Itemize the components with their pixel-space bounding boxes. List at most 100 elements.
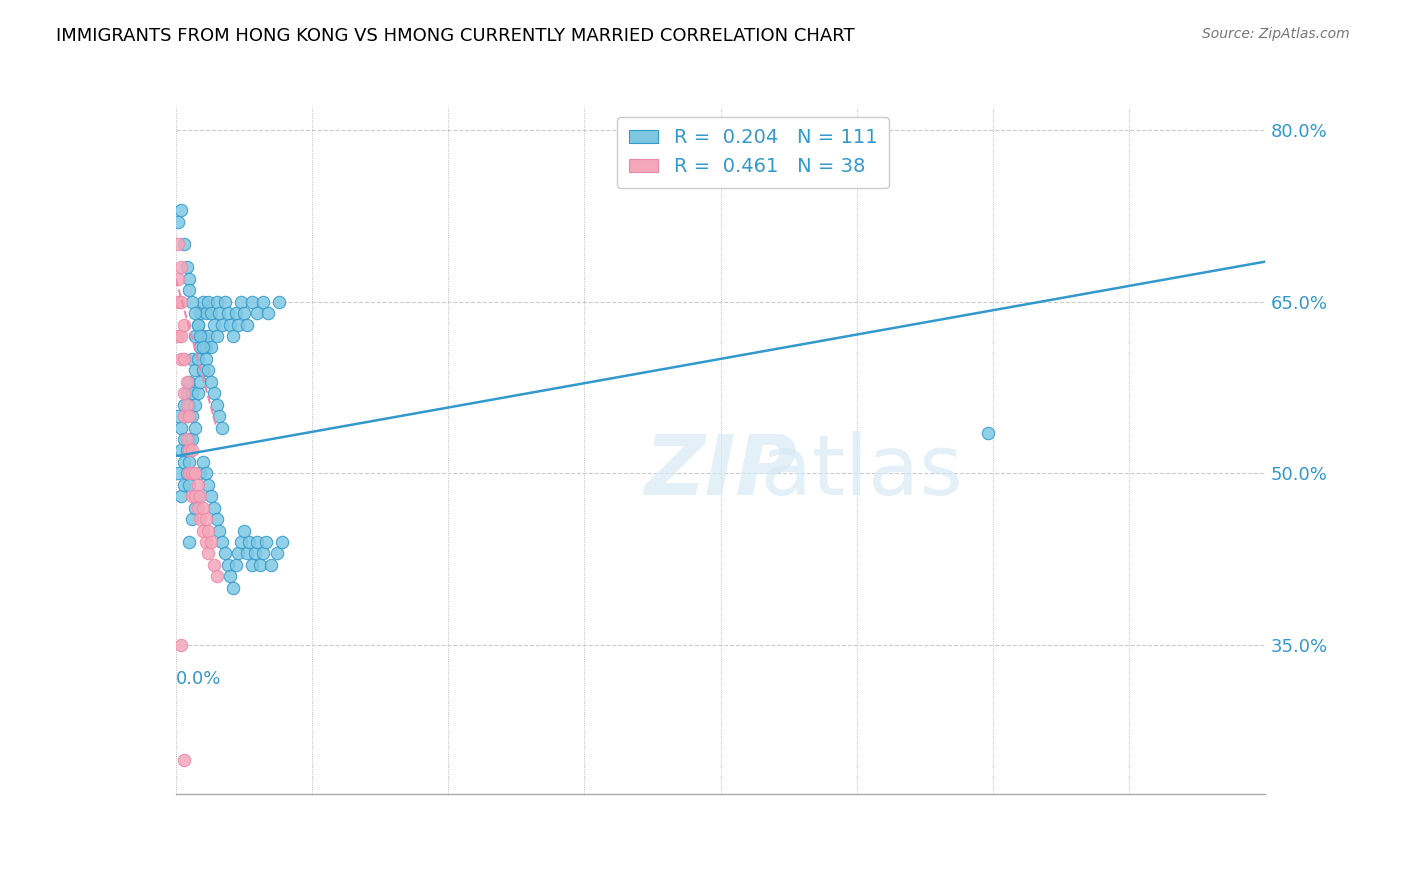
Point <box>214 546 236 561</box>
Point <box>191 524 214 538</box>
Point <box>173 455 195 469</box>
Point <box>173 478 195 492</box>
Point <box>225 306 247 320</box>
Point <box>186 500 209 515</box>
Point <box>179 455 201 469</box>
Point <box>186 478 209 492</box>
Point <box>173 318 195 332</box>
Point <box>176 467 198 481</box>
Point <box>191 294 214 309</box>
Point <box>200 535 222 549</box>
Point <box>205 329 228 343</box>
Point <box>191 340 214 354</box>
Point <box>181 409 204 424</box>
Point <box>188 329 211 343</box>
Point <box>269 294 291 309</box>
Point <box>197 294 219 309</box>
Point <box>179 283 201 297</box>
Point <box>167 294 190 309</box>
Point <box>254 535 277 549</box>
Point <box>184 489 207 503</box>
Point <box>184 329 207 343</box>
Point <box>181 443 204 458</box>
Point <box>186 386 209 401</box>
Point <box>179 432 201 446</box>
Point <box>181 467 204 481</box>
Point <box>179 478 201 492</box>
Point <box>266 546 288 561</box>
Text: Source: ZipAtlas.com: Source: ZipAtlas.com <box>1202 27 1350 41</box>
Point <box>211 318 233 332</box>
Point <box>176 398 198 412</box>
Point <box>197 363 219 377</box>
Point <box>232 524 254 538</box>
Point <box>243 546 266 561</box>
Point <box>197 546 219 561</box>
Point <box>217 558 239 572</box>
Point <box>188 489 211 503</box>
Point <box>184 363 207 377</box>
Point <box>170 203 193 218</box>
Point <box>173 237 195 252</box>
Point <box>170 329 193 343</box>
Point <box>179 375 201 389</box>
Point <box>170 638 193 652</box>
Point <box>173 753 195 767</box>
Point <box>194 340 217 354</box>
Point <box>176 375 198 389</box>
Point <box>191 329 214 343</box>
Point <box>179 271 201 285</box>
Point <box>219 318 242 332</box>
Point <box>194 306 217 320</box>
Point <box>197 524 219 538</box>
Point <box>173 409 195 424</box>
Point <box>186 318 209 332</box>
Point <box>222 329 245 343</box>
Point <box>179 467 201 481</box>
Point <box>176 409 198 424</box>
Point <box>167 467 190 481</box>
Point <box>179 409 201 424</box>
Point <box>186 489 209 503</box>
Point <box>200 340 222 354</box>
Point <box>200 306 222 320</box>
Point <box>222 581 245 595</box>
Point <box>202 558 225 572</box>
Point <box>167 271 190 285</box>
Point <box>205 294 228 309</box>
Text: atlas: atlas <box>762 431 963 512</box>
Point <box>235 546 257 561</box>
Point <box>208 409 231 424</box>
Point <box>188 467 211 481</box>
Point <box>211 535 233 549</box>
Point <box>197 329 219 343</box>
Point <box>205 398 228 412</box>
Point <box>167 329 190 343</box>
Point <box>249 558 271 572</box>
Point <box>235 318 257 332</box>
Point <box>179 443 201 458</box>
Point <box>231 535 253 549</box>
Point <box>197 478 219 492</box>
Point <box>181 294 204 309</box>
Point <box>194 351 217 366</box>
Legend: R =  0.204   N = 111, R =  0.461   N = 38: R = 0.204 N = 111, R = 0.461 N = 38 <box>617 117 889 188</box>
Point <box>217 306 239 320</box>
Point <box>167 409 190 424</box>
Point <box>191 363 214 377</box>
Point <box>202 318 225 332</box>
Point <box>200 489 222 503</box>
Point <box>246 306 269 320</box>
Point <box>252 294 274 309</box>
Point <box>170 260 193 275</box>
Point <box>976 426 998 441</box>
Point <box>179 535 201 549</box>
Point <box>167 214 190 228</box>
Point <box>260 558 283 572</box>
Point <box>170 294 193 309</box>
Point <box>214 294 236 309</box>
Point <box>202 500 225 515</box>
Point <box>176 432 198 446</box>
Point <box>194 467 217 481</box>
Point <box>225 558 247 572</box>
